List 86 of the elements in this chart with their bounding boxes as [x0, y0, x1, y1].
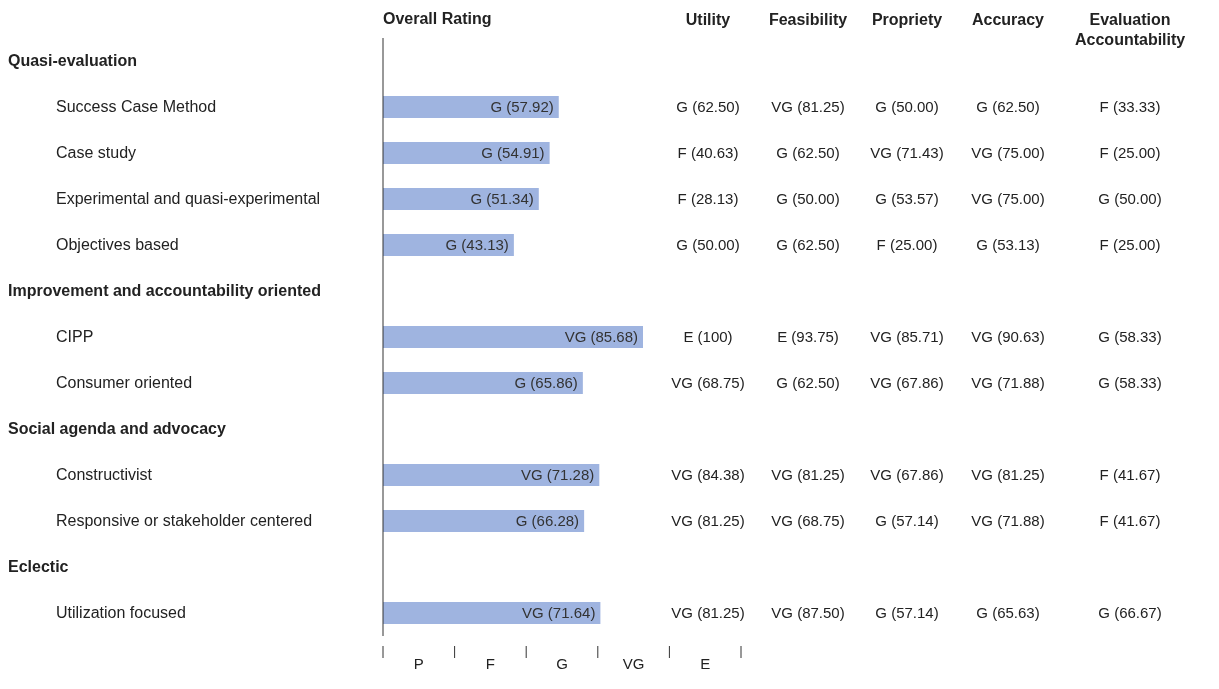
text: Utility	[685, 11, 731, 28]
text: VG (81.25)	[770, 97, 846, 117]
text: VG (90.63)	[970, 327, 1046, 347]
text: F (28.13)	[676, 189, 740, 209]
text: G (62.50)	[975, 97, 1041, 117]
y-tick-label: Constructivist	[56, 466, 153, 483]
text: Feasibility	[767, 10, 849, 30]
text: VG (85.71)	[869, 327, 945, 347]
text: G (50.00)	[775, 189, 841, 209]
text: Propriety	[871, 11, 943, 28]
y-tick-label: Case study	[56, 144, 137, 161]
text: E (100)	[682, 327, 734, 347]
text: F (40.63)	[676, 143, 740, 163]
data-label: VG (71.28)	[520, 466, 595, 484]
data-label: G (66.28)	[515, 512, 580, 530]
text: VG (81.25)	[770, 465, 846, 485]
text: F (25.00)	[1098, 143, 1162, 163]
bar	[383, 326, 643, 348]
data-label: VG (71.64)	[522, 604, 596, 622]
y-tick-label: Responsive or stakeholder centered	[56, 512, 313, 529]
text: G (62.50)	[775, 235, 841, 255]
data-label: G (51.34)	[470, 190, 534, 208]
text: Social agenda and advocacy	[8, 419, 226, 439]
y-tick-label: Utilization focused	[56, 604, 186, 621]
text: P	[412, 654, 425, 674]
text: G (62.50)	[675, 97, 741, 117]
text: G	[555, 654, 569, 674]
text: VG (87.50)	[770, 603, 846, 623]
y-tick-label: Success Case Method	[56, 98, 217, 115]
text: F (33.33)	[1098, 97, 1162, 117]
bar	[383, 142, 550, 164]
text: G (58.33)	[1097, 373, 1163, 393]
data-label: G (65.86)	[514, 374, 578, 392]
y-tick-label: CIPP	[56, 328, 94, 345]
text: G (57.14)	[874, 511, 940, 531]
data-label: VG (85.68)	[564, 328, 638, 346]
text: VG (81.25)	[970, 465, 1046, 485]
text: F (41.67)	[1098, 511, 1162, 531]
text: Eclectic	[8, 557, 69, 577]
text: Quasi-evaluation	[8, 51, 137, 71]
data-label: G (54.91)	[481, 144, 545, 162]
text: VG (75.00)	[970, 189, 1046, 209]
text: VG (71.88)	[970, 511, 1046, 531]
text: F	[484, 654, 496, 674]
text: G (50.00)	[675, 235, 741, 255]
text: Accuracy	[970, 10, 1045, 30]
text: VG (75.00)	[970, 143, 1046, 163]
y-tick-label: Consumer oriented	[56, 374, 193, 391]
y-tick-label: Objectives based	[56, 236, 179, 253]
data-label: G (43.13)	[445, 236, 509, 254]
text: G (50.00)	[874, 97, 940, 117]
text: G (57.14)	[874, 603, 940, 623]
text: G (62.50)	[775, 373, 841, 393]
bar	[383, 372, 583, 394]
text: G (66.67)	[1097, 603, 1163, 623]
bar	[383, 464, 600, 486]
y-tick-label: Experimental and quasi-experimental	[56, 190, 321, 207]
text: Evaluation Accountability	[1074, 10, 1187, 50]
bar	[383, 510, 585, 532]
text: VG (67.86)	[869, 465, 945, 485]
text: G (65.63)	[975, 603, 1041, 623]
text: VG (81.25)	[670, 603, 746, 623]
text: VG (81.25)	[670, 511, 746, 531]
bar	[383, 96, 559, 118]
text: E (93.75)	[776, 327, 840, 347]
data-label: G (57.92)	[490, 98, 554, 116]
text: VG (71.88)	[970, 373, 1046, 393]
text: VG (68.75)	[770, 511, 846, 531]
text: Improvement and accountability oriented	[8, 281, 321, 301]
text: VG (68.75)	[670, 373, 746, 393]
text: VG (71.43)	[869, 143, 945, 163]
text: G (53.57)	[874, 189, 940, 209]
text: E	[699, 654, 712, 674]
text: F (25.00)	[875, 235, 939, 255]
bar	[383, 188, 539, 210]
chart-title: Overall Rating	[383, 10, 492, 28]
text: G (62.50)	[775, 143, 841, 163]
text: G (53.13)	[975, 235, 1041, 255]
text: G (50.00)	[1097, 189, 1163, 209]
text: F (25.00)	[1098, 235, 1162, 255]
text: VG (67.86)	[869, 373, 945, 393]
text: G (58.33)	[1097, 327, 1163, 347]
text: VG (84.38)	[670, 465, 746, 485]
bar	[383, 602, 601, 624]
text: F (41.67)	[1098, 465, 1162, 485]
text: VG	[621, 654, 646, 674]
